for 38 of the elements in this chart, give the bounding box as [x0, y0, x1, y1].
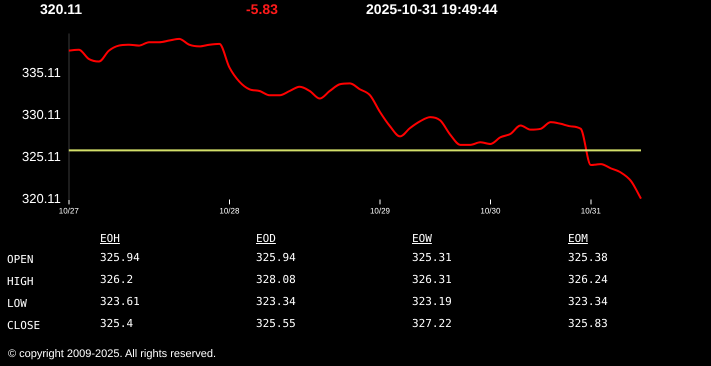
text: 326.2: [100, 273, 134, 286]
text: 325.4: [100, 317, 134, 330]
chart-subtitle: -5.83: [246, 1, 278, 17]
y-tick-label: 325.11: [22, 148, 61, 164]
category-label: LOW: [7, 297, 27, 310]
x-tick-label: 10/31: [580, 206, 602, 216]
text: 325.31: [412, 251, 452, 264]
text: 328.08: [256, 273, 296, 286]
x-tick-label: 10/30: [480, 206, 501, 216]
text: 327.22: [412, 317, 452, 330]
category-label: EOM: [568, 232, 588, 245]
line-series: [68, 38, 642, 200]
text: 325.94: [256, 251, 296, 264]
category-label: EOD: [256, 232, 276, 245]
text: 325.83: [568, 317, 608, 330]
category-label: CLOSE: [7, 319, 40, 332]
category-label: EOH: [100, 232, 120, 245]
text: 326.24: [568, 273, 608, 286]
text: © copyright 2009-2025. All rights reserved.: [8, 348, 216, 360]
text: 323.34: [256, 295, 296, 308]
text: 325.38: [568, 251, 608, 264]
chart-title: 320.11: [40, 1, 82, 17]
text: 326.31: [412, 273, 452, 286]
text: 325.94: [100, 251, 140, 264]
y-tick-label: 330.11: [22, 106, 61, 122]
x-tick-label: 10/27: [58, 206, 80, 216]
category-label: EOW: [412, 232, 432, 245]
category-label: HIGH: [7, 275, 34, 288]
text: 323.19: [412, 295, 452, 308]
text: 325.55: [256, 317, 296, 330]
text: 2025-10-31 19:49:44: [366, 1, 498, 17]
y-tick-label: 320.11: [22, 190, 61, 206]
category-label: OPEN: [7, 253, 34, 266]
text: 323.34: [568, 295, 608, 308]
text: 323.61: [100, 295, 140, 308]
x-tick-label: 10/29: [370, 206, 391, 216]
y-tick-label: 335.11: [22, 64, 61, 80]
x-tick-label: 10/28: [219, 206, 240, 216]
